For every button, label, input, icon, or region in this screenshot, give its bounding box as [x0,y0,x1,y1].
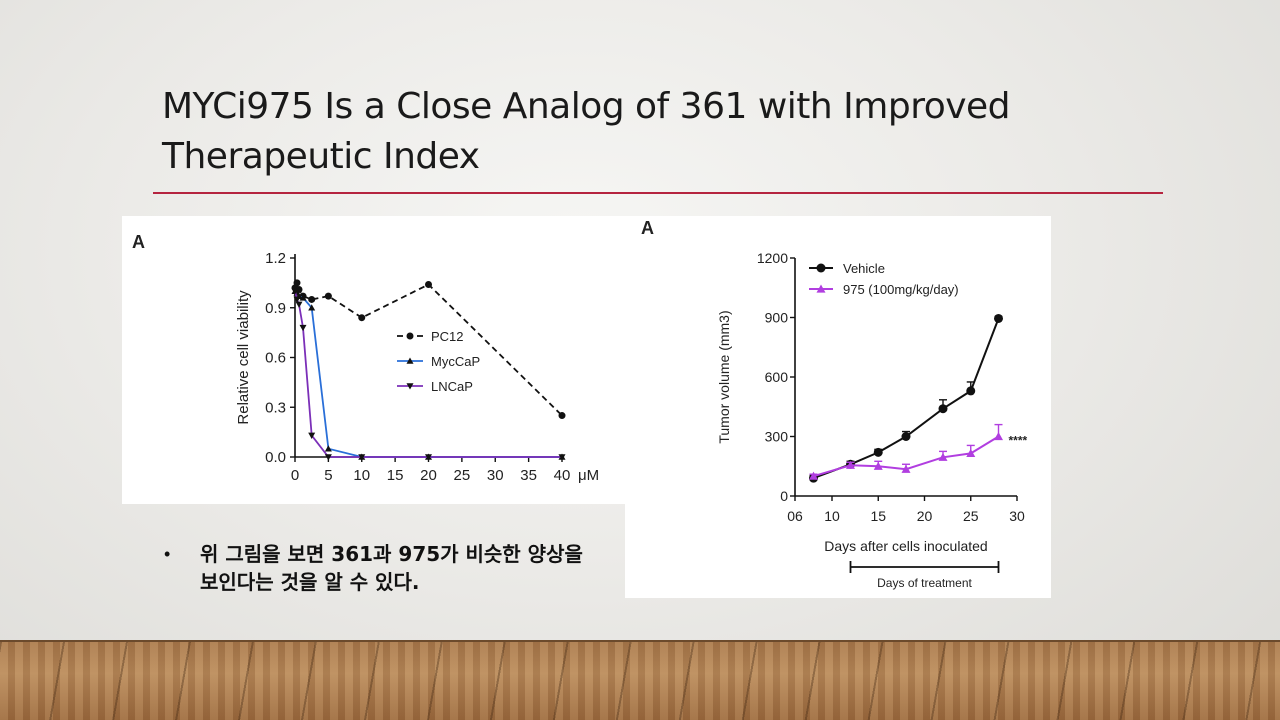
y-tick-label: 600 [765,369,789,385]
data-point [873,447,883,457]
legend-marker [406,332,414,340]
data-point [901,464,911,473]
legend-label: 975 (100mg/kg/day) [843,282,959,297]
data-point [291,288,299,295]
bullet-marker: • [164,544,171,564]
legend-marker [406,383,414,390]
x-tick-label: 5 [324,467,332,484]
x-tick-label: 15 [870,508,886,524]
treatment-label: Days of treatment [877,576,972,590]
x-tick-label: 0 [291,467,299,484]
data-point [324,292,332,300]
x-unit-label: μM [578,467,599,484]
title-divider [153,192,1163,194]
data-point [293,296,301,303]
y-tick-label: 1200 [757,250,788,266]
data-point [308,304,316,311]
data-point [425,281,432,289]
floor-edge [0,640,1280,643]
legend-marker [816,284,826,293]
data-point [994,313,1003,323]
x-tick-label: 25 [454,467,471,484]
data-point [966,386,976,396]
y-tick-label: 1.2 [265,250,286,267]
x-tick-label: 20 [917,508,933,524]
bullet-list: • 위 그림을 보면 361과 975가 비슷한 양상을 보인다는 것을 알 수… [160,540,600,596]
x-tick-label: 15 [387,467,404,484]
y-axis-label: Tumor volume (mm3) [716,310,732,443]
legend-label: Vehicle [843,261,885,276]
data-point [558,412,566,420]
data-point [994,432,1003,441]
legend-marker [406,357,414,364]
x-tick-label: 06 [787,508,803,524]
y-tick-label: 0.6 [265,350,286,367]
y-axis-label: Relative cell viability [235,290,252,425]
y-tick-label: 0 [780,488,788,504]
series-line-myccap [294,290,562,458]
data-point [358,454,366,461]
data-point [299,324,307,332]
significance-label: **** [1009,434,1028,448]
data-point [324,445,332,452]
viability-chart: 0.0 0.3 0.6 0.9 1.2 0 5 10 15 20 25 30 35 40 μM Relativ… [235,250,599,484]
x-tick-label: 10 [824,508,840,524]
data-point [295,301,303,308]
slide-title: MYCi975 Is a Close Analog of 361 with Im… [162,86,1011,177]
data-point [558,454,566,461]
x-tick-label: 30 [1009,508,1025,524]
y-tick-label: 0.0 [265,449,286,466]
wood-floor-decoration [0,642,1280,720]
data-point [938,452,948,461]
tumor-volume-chart-panel: A 0 300 600 900 1200 06 10 15 20 25 30 Days after c… [625,216,1051,598]
data-point [873,461,883,470]
data-point [293,279,301,287]
x-tick-label: 20 [420,467,437,484]
x-tick-label: 40 [554,467,571,484]
panel-label: A [641,218,654,238]
data-point [846,460,855,469]
data-point [324,454,332,461]
legend-label: PC12 [431,329,464,344]
y-tick-label: 0.3 [265,399,286,416]
data-point [308,432,316,439]
bullet-text: 위 그림을 보면 361과 975가 비슷한 양상을 보인다는 것을 알 수 있… [200,542,583,594]
data-point [308,295,316,303]
viability-chart-panel: A 0.0 0.3 0.6 0.9 1.2 0 5 10 15 20 25 30 35 40 μM Relat… [122,216,626,504]
series-line-lncap [294,290,562,458]
x-tick-label: 30 [487,467,504,484]
x-axis-label: Days after cells inoculated [824,538,987,554]
y-tick-label: 300 [765,429,789,445]
tumor-volume-chart: 0 300 600 900 1200 06 10 15 20 25 30 Days after cel… [716,250,1028,590]
legend-marker [816,263,826,273]
y-tick-label: 900 [765,310,789,326]
data-point [358,314,366,322]
data-point [809,471,818,480]
x-tick-label: 10 [353,467,370,484]
data-point [966,448,976,457]
data-point [938,404,948,414]
series-line-pc12 [294,280,563,417]
panel-label: A [132,232,145,252]
legend-label: MycCaP [431,354,480,369]
data-point [901,432,911,441]
data-point [425,454,432,461]
x-tick-label: 25 [963,508,979,524]
x-tick-label: 35 [520,467,537,484]
legend-label: LNCaP [431,379,473,394]
data-point [299,294,307,301]
y-tick-label: 0.9 [265,300,286,317]
